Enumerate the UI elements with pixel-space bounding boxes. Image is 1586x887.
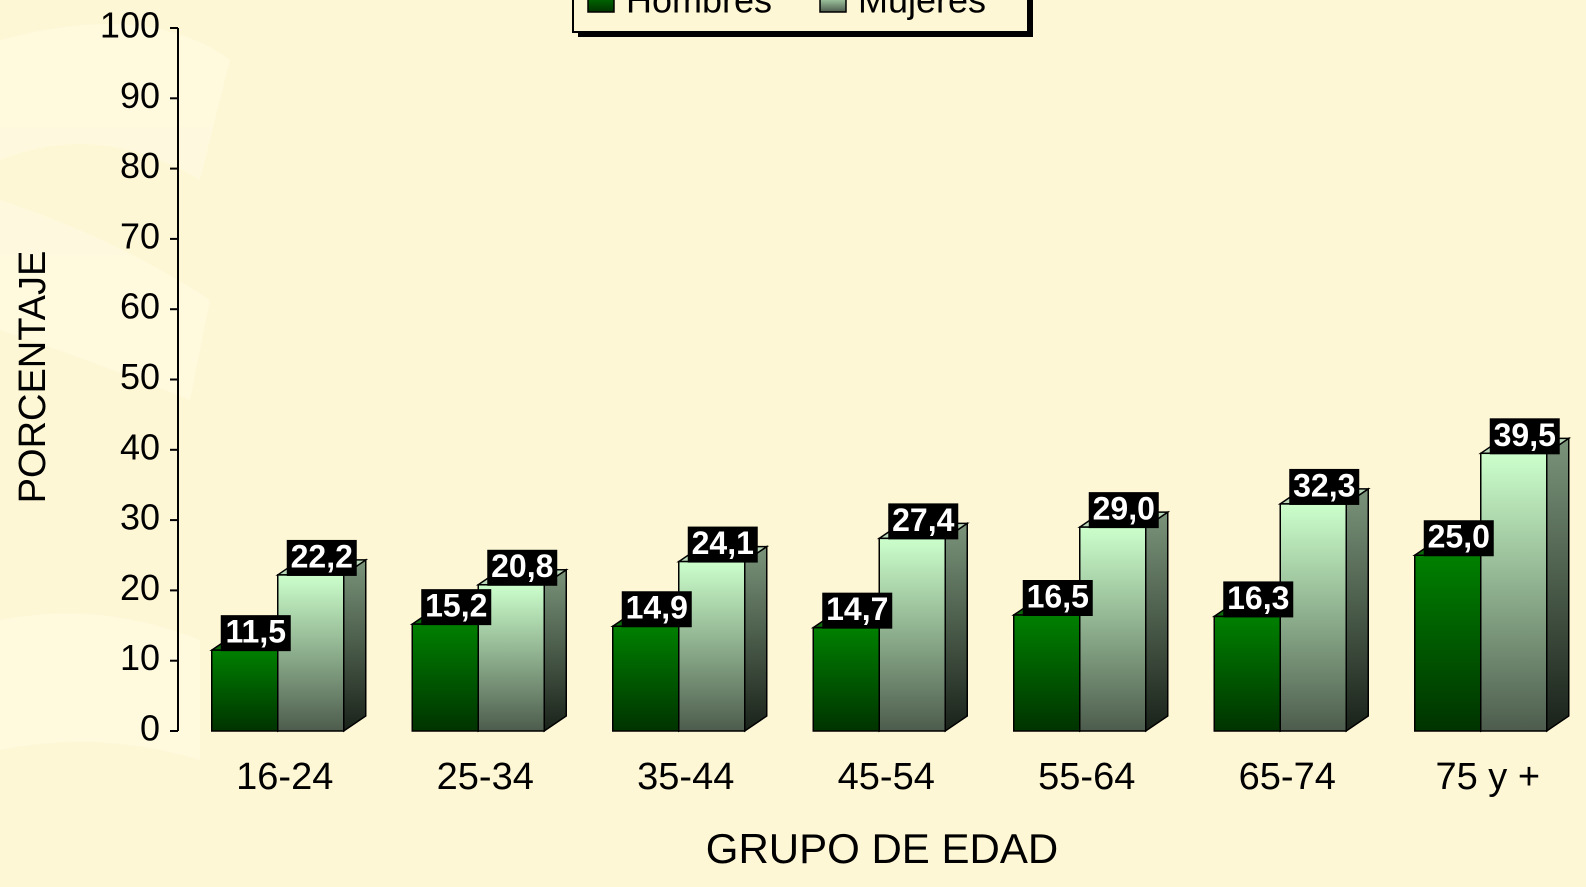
value-label-bg [822, 592, 893, 629]
legend-label: Mujeres [858, 0, 986, 21]
value-label-bg [1423, 520, 1494, 557]
value-label: 22,2 [291, 538, 353, 574]
value-label: 39,5 [1494, 417, 1556, 453]
bar-front [1279, 503, 1347, 732]
value-label: 11,5 [225, 614, 286, 650]
bar [1478, 436, 1572, 733]
x-tick-label: 35-44 [637, 756, 734, 798]
bar-side [343, 558, 367, 733]
bar-front [878, 537, 946, 732]
bar [1277, 487, 1371, 733]
value-label-bg [687, 526, 758, 563]
y-tick-label: 10 [120, 637, 160, 678]
bar-side [744, 545, 768, 733]
value-label-bg [1223, 581, 1294, 618]
y-tick-label: 40 [120, 426, 160, 467]
bar-front [1213, 615, 1281, 732]
x-tick-label: 75 y + [1435, 756, 1540, 798]
bar-front [211, 649, 279, 732]
bar [876, 521, 970, 733]
bar-side [1345, 487, 1369, 733]
legend-swatch [587, 0, 615, 13]
value-label: 14,9 [626, 590, 688, 626]
bar [676, 545, 770, 733]
value-label-bg [421, 589, 492, 626]
value-label-bg [1489, 418, 1560, 455]
value-label-bg [220, 615, 291, 652]
bar-side [1546, 436, 1570, 733]
y-tick-label: 50 [120, 356, 160, 397]
bar-side [1145, 510, 1169, 733]
x-tick-label: 55-64 [1038, 756, 1135, 798]
value-label: 25,0 [1428, 519, 1490, 555]
value-label: 16,3 [1227, 580, 1289, 616]
value-label-bg [286, 539, 357, 576]
x-tick-label: 16-24 [236, 756, 333, 798]
value-label-bg [621, 591, 692, 628]
bar [275, 558, 369, 733]
value-label-bg [1289, 468, 1360, 505]
bar-front [1079, 526, 1147, 732]
y-tick-label: 80 [120, 145, 160, 186]
value-label: 14,7 [826, 591, 888, 627]
value-label: 32,3 [1293, 467, 1355, 503]
bar-side [543, 568, 567, 733]
y-tick-label: 70 [120, 215, 160, 256]
bar [1077, 510, 1171, 733]
bar-front [1013, 614, 1081, 732]
value-label: 20,8 [491, 548, 553, 584]
value-label-bg [1088, 492, 1159, 529]
bar-front [678, 560, 746, 732]
value-label-bg [888, 503, 959, 540]
legend-swatch [819, 0, 847, 13]
y-tick-label: 0 [140, 708, 160, 749]
value-label-bg [487, 549, 558, 586]
decoration [0, 24, 230, 760]
value-label: 15,2 [425, 588, 487, 624]
y-tick-label: 100 [100, 5, 160, 46]
x-tick-label: 65-74 [1239, 756, 1336, 798]
x-tick-label: 45-54 [838, 756, 935, 798]
value-label-bg [1022, 580, 1093, 617]
bar-front [277, 574, 345, 732]
bar-front [1414, 554, 1482, 732]
value-label: 27,4 [892, 502, 954, 538]
bar-front [411, 623, 479, 732]
value-label: 29,0 [1093, 491, 1155, 527]
x-axis-title: GRUPO DE EDAD [706, 825, 1058, 872]
legend [572, 0, 1029, 33]
bar-front [812, 626, 880, 732]
bar-front [1480, 452, 1548, 732]
value-label: 16,5 [1027, 578, 1089, 614]
y-axis-title: PORCENTAJE [12, 251, 54, 504]
bar [475, 568, 569, 733]
y-tick-label: 90 [120, 75, 160, 116]
bar-front [612, 625, 680, 732]
legend-label: Hombres [626, 0, 772, 21]
x-tick-label: 25-34 [437, 756, 534, 798]
y-tick-label: 30 [120, 497, 160, 538]
bar-side [944, 521, 968, 733]
y-tick-label: 20 [120, 567, 160, 608]
y-tick-label: 60 [120, 286, 160, 327]
value-label: 24,1 [692, 525, 754, 561]
